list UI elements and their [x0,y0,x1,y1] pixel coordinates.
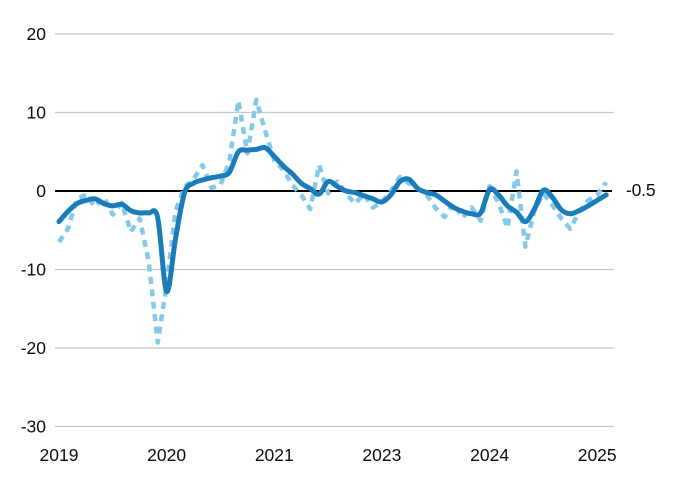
latest-value-label: -0.5 [626,180,656,200]
trend-series-solid-line [56,144,609,295]
y-tick-label: 20 [27,24,47,44]
y-tick-label: -30 [21,417,47,437]
y-tick-label: -20 [21,338,47,358]
y-tick-label: -10 [21,260,47,280]
x-tick-label: 2023 [362,445,401,465]
x-tick-label: 2025 [578,445,617,465]
x-tick-label: 2024 [470,445,509,465]
y-tick-label: 0 [36,181,46,201]
x-tick-label: 2020 [147,445,186,465]
y-tick-label: 10 [27,103,47,123]
x-tick-label: 2019 [40,445,79,465]
x-tick-label: 2021 [255,445,294,465]
